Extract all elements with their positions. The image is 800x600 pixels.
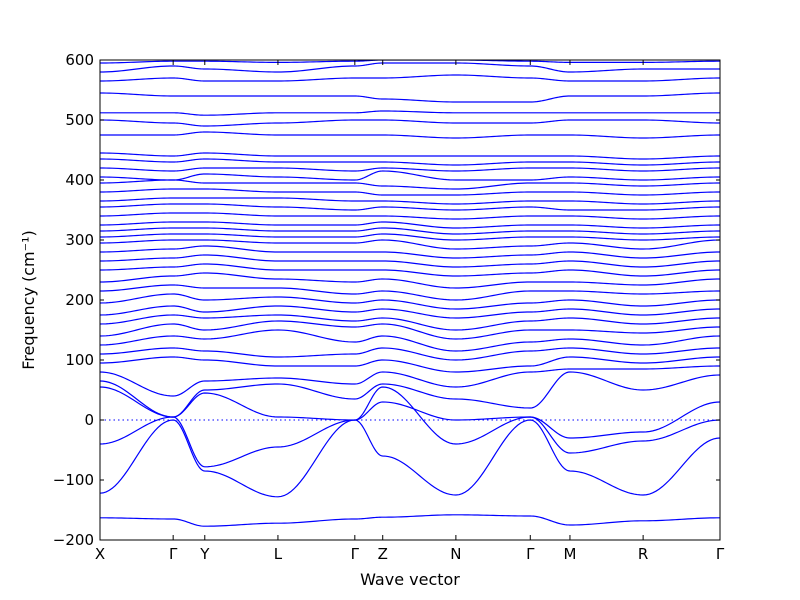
phonon-band-line [100, 347, 720, 361]
phonon-band-line [100, 254, 720, 268]
phonon-band-line [100, 272, 720, 289]
phonon-band-line [100, 371, 720, 418]
phonon-band-line [100, 60, 720, 64]
phonon-band-line [100, 305, 720, 319]
phonon-band-line [100, 514, 720, 527]
phonon-band-line [100, 245, 720, 259]
y-tick-label: −200 [53, 531, 94, 549]
phonon-band-line [100, 119, 720, 127]
x-tick-label: Γ [169, 545, 178, 563]
phonon-band-line [100, 233, 720, 241]
phonon-band-line [100, 227, 720, 235]
phonon-band-line [100, 263, 720, 277]
x-tick-label: Γ [716, 545, 725, 563]
x-tick-label: N [450, 545, 461, 563]
y-tick-label: 0 [84, 411, 94, 429]
phonon-band-line [100, 239, 720, 250]
x-tick-label: Z [378, 545, 388, 563]
x-tick-label: Γ [526, 545, 535, 563]
y-axis-title: Frequency (cm⁻¹) [19, 230, 38, 369]
phonon-band-line [100, 356, 720, 373]
phonon-band-line [100, 386, 720, 445]
phonon-band-line [100, 320, 720, 340]
phonon-band-line [100, 167, 720, 172]
phonon-band-line [100, 293, 720, 310]
x-axis-title: Wave vector [360, 570, 460, 589]
phonon-band-line [100, 92, 720, 103]
x-tick-label: M [563, 545, 576, 563]
plot-frame [99, 59, 721, 541]
x-tick-label: Γ [351, 545, 360, 563]
phonon-band-line [100, 74, 720, 82]
phonon-band-line [100, 329, 720, 352]
phonon-band-line [100, 212, 720, 220]
x-tick-label: R [638, 545, 648, 563]
x-tick-label: X [95, 545, 105, 563]
phonon-band-line [100, 179, 720, 190]
y-tick-label: 600 [65, 51, 94, 69]
phonon-band-line [100, 401, 720, 468]
phonon-band-line [100, 314, 720, 331]
y-tick-label: −100 [53, 471, 94, 489]
phonon-band-line [100, 221, 720, 229]
phonon-band-line [100, 152, 720, 160]
phonon-band-line [100, 203, 720, 211]
phonon-band-line [100, 188, 720, 196]
phonon-band-line [100, 158, 720, 166]
y-tick-label: 200 [65, 291, 94, 309]
x-tick-label: L [274, 545, 283, 563]
phonon-band-line [100, 419, 720, 498]
phonon-band-line [100, 170, 720, 181]
phonon-band-line [100, 284, 720, 301]
phonon-band-line [100, 110, 720, 116]
y-tick-label: 400 [65, 171, 94, 189]
x-tick-label: Y [199, 545, 210, 563]
phonon-band-line [100, 365, 720, 397]
y-tick-label: 300 [65, 231, 94, 249]
y-tick-label: 100 [65, 351, 94, 369]
phonon-band-line [100, 197, 720, 205]
phonon-band-line [100, 131, 720, 139]
y-tick-label: 500 [65, 111, 94, 129]
